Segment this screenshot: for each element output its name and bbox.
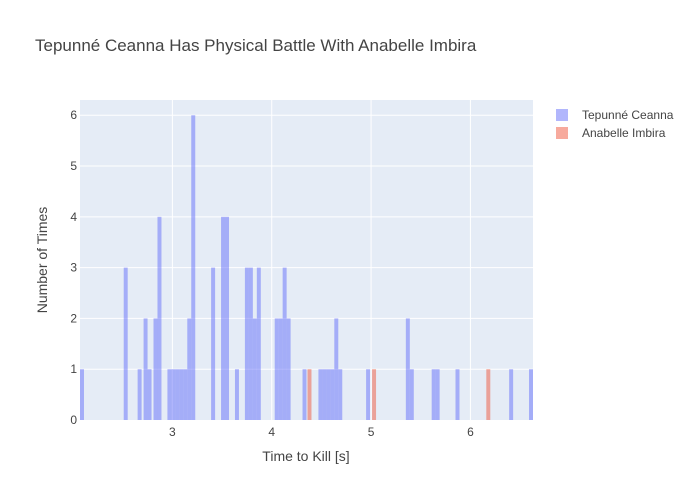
bar-tepunne-ceanna[interactable] — [221, 216, 226, 420]
bar-anabelle-imbira[interactable] — [372, 369, 377, 420]
bar-tepunne-ceanna[interactable] — [338, 369, 343, 420]
gridlines — [80, 100, 533, 420]
bar-tepunne-ceanna[interactable] — [143, 318, 148, 420]
bar-tepunne-ceanna[interactable] — [330, 369, 335, 420]
legend-label[interactable]: Anabelle Imbira — [582, 126, 666, 140]
bar-tepunne-ceanna[interactable] — [234, 369, 239, 420]
bar-tepunne-ceanna[interactable] — [187, 318, 192, 420]
bar-tepunne-ceanna[interactable] — [286, 318, 291, 420]
bar-tepunne-ceanna[interactable] — [326, 369, 331, 420]
x-tick-label: 4 — [268, 425, 275, 439]
bar-tepunne-ceanna[interactable] — [274, 318, 279, 420]
x-tick-label: 5 — [368, 425, 375, 439]
bar-tepunne-ceanna[interactable] — [153, 318, 158, 420]
chart-title: Tepunné Ceanna Has Physical Battle With … — [35, 36, 477, 55]
bars — [80, 115, 533, 420]
bar-tepunne-ceanna[interactable] — [179, 369, 184, 420]
bar-tepunne-ceanna[interactable] — [211, 267, 216, 420]
bar-tepunne-ceanna[interactable] — [455, 369, 460, 420]
bar-tepunne-ceanna[interactable] — [244, 267, 249, 420]
bar-tepunne-ceanna[interactable] — [183, 369, 188, 420]
bar-tepunne-ceanna[interactable] — [318, 369, 323, 420]
y-tick-label: 6 — [70, 108, 77, 122]
legend[interactable]: Tepunné Ceanna Anabelle Imbira — [556, 108, 674, 140]
bar-tepunne-ceanna[interactable] — [248, 267, 253, 420]
bar-tepunne-ceanna[interactable] — [157, 216, 162, 420]
bar-tepunne-ceanna[interactable] — [509, 369, 514, 420]
y-tick-label: 5 — [70, 159, 77, 173]
x-tick-label: 6 — [467, 425, 474, 439]
bar-tepunne-ceanna[interactable] — [175, 369, 180, 420]
y-tick-label: 3 — [70, 261, 77, 275]
legend-swatch[interactable] — [556, 127, 568, 139]
bar-tepunne-ceanna[interactable] — [529, 369, 533, 420]
bar-tepunne-ceanna[interactable] — [409, 369, 414, 420]
bar-anabelle-imbira[interactable] — [486, 369, 491, 420]
legend-swatch[interactable] — [556, 109, 568, 121]
bar-tepunne-ceanna[interactable] — [405, 318, 410, 420]
y-tick-label: 1 — [70, 362, 77, 376]
bar-tepunne-ceanna[interactable] — [322, 369, 327, 420]
bar-anabelle-imbira[interactable] — [307, 369, 312, 420]
y-axis-title: Number of Times — [34, 207, 50, 314]
x-axis-ticks: 3 4 5 6 — [169, 425, 474, 439]
y-tick-label: 4 — [70, 210, 77, 224]
bar-tepunne-ceanna[interactable] — [302, 369, 307, 420]
y-tick-label: 2 — [70, 311, 77, 325]
bar-tepunne-ceanna[interactable] — [137, 369, 142, 420]
bar-tepunne-ceanna[interactable] — [282, 267, 287, 420]
bar-tepunne-ceanna[interactable] — [191, 115, 196, 420]
bar-tepunne-ceanna[interactable] — [167, 369, 172, 420]
y-tick-label: 0 — [70, 413, 77, 427]
bar-tepunne-ceanna[interactable] — [334, 318, 339, 420]
bar-tepunne-ceanna[interactable] — [366, 369, 371, 420]
bar-tepunne-ceanna[interactable] — [80, 369, 84, 420]
bar-tepunne-ceanna[interactable] — [225, 216, 230, 420]
bar-tepunne-ceanna[interactable] — [123, 267, 128, 420]
bar-tepunne-ceanna[interactable] — [435, 369, 440, 420]
bar-tepunne-ceanna[interactable] — [147, 369, 152, 420]
bar-tepunne-ceanna[interactable] — [278, 318, 283, 420]
x-tick-label: 3 — [169, 425, 176, 439]
bar-tepunne-ceanna[interactable] — [431, 369, 436, 420]
legend-label[interactable]: Tepunné Ceanna — [582, 108, 674, 122]
bar-tepunne-ceanna[interactable] — [256, 267, 261, 420]
bar-tepunne-ceanna[interactable] — [171, 369, 176, 420]
x-axis-title: Time to Kill [s] — [262, 448, 349, 464]
bar-tepunne-ceanna[interactable] — [252, 318, 257, 420]
y-axis-ticks: 0 1 2 3 4 5 6 — [70, 108, 77, 427]
